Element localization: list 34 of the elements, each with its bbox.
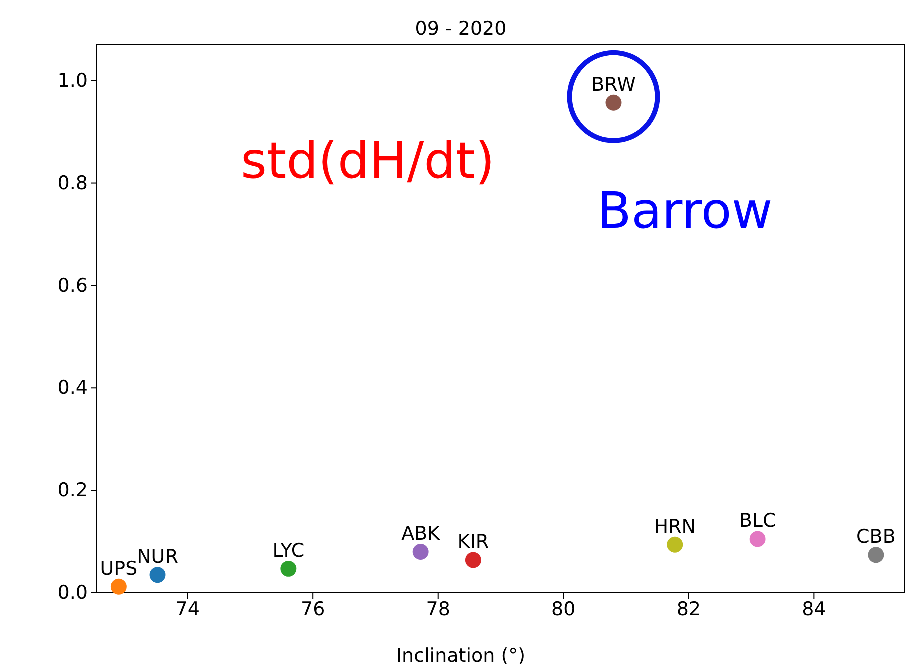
point [868,547,884,564]
point [110,578,127,595]
x-tick-label: 80 [552,598,576,620]
y-tick-label: 0.4 [58,377,88,400]
y-tick-label: 0.6 [58,274,88,297]
y-tick-label: 0.2 [58,480,88,502]
series-label: ABK [402,523,441,546]
series-label: KIR [458,531,490,554]
x-tick-label: 76 [301,598,326,620]
chart-title: 09 - 2020 [415,18,507,40]
x-tick-label: 74 [176,598,200,620]
x-axis-title: Inclination (°) [396,645,526,667]
point [606,94,622,111]
point [150,567,166,584]
x-tick-label: 82 [676,598,701,620]
annotation: std(dH/dt) [241,132,495,190]
point [750,531,766,548]
annotation: Barrow [597,182,773,240]
point [280,560,297,577]
point [465,552,482,568]
y-tick-label: 0.8 [58,172,88,194]
series-label: NUR [137,546,178,568]
series-label: BRW [592,74,636,96]
y-tick-label: 1.0 [58,70,88,92]
point [412,544,429,560]
series-label: LYC [272,540,305,562]
y-tick-label: 0.0 [58,582,88,604]
series-label: CBB [856,526,896,548]
x-tick-label: 78 [426,598,450,620]
point [667,536,684,553]
x-tick-label: 84 [802,598,826,620]
series-label: HRN [654,516,696,538]
series-label: UPS [100,558,138,580]
series-label: BLC [739,510,776,532]
